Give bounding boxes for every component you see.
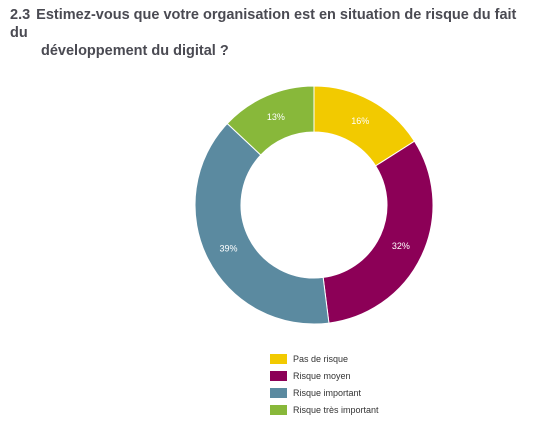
slice-label-3: 39%	[219, 244, 237, 254]
legend-label: Risque très important	[293, 404, 379, 415]
legend-item-risque-tres-important: Risque très important	[270, 401, 379, 418]
question-number: 2.3	[10, 7, 31, 23]
legend-label: Risque important	[293, 387, 362, 398]
slice-label-1: 16%	[351, 116, 369, 126]
legend-swatch	[270, 353, 287, 364]
legend-label: Risque moyen	[293, 370, 351, 381]
legend-swatch	[270, 370, 287, 381]
donut-slice-3	[194, 122, 330, 325]
question-line-2: développement du digital ?	[41, 43, 229, 59]
chart-legend: Pas de risque Risque moyen Risque import…	[270, 350, 379, 418]
legend-item-risque-moyen: Risque moyen	[270, 367, 379, 384]
legend-item-risque-important: Risque important	[270, 384, 379, 401]
legend-swatch	[270, 387, 287, 398]
legend-label: Pas de risque	[293, 353, 349, 364]
slice-label-2: 32%	[392, 241, 410, 251]
donut-slice-2	[322, 140, 434, 324]
slice-label-4: 13%	[267, 112, 285, 122]
legend-swatch	[270, 404, 287, 415]
question-line-1: Estimez-vous que votre organisation est …	[10, 7, 517, 41]
question-title: 2.3 Estimez-vous que votre organisation e…	[10, 6, 530, 60]
donut-slice-4	[226, 85, 315, 156]
legend-item-pas-de-risque: Pas de risque	[270, 350, 379, 367]
